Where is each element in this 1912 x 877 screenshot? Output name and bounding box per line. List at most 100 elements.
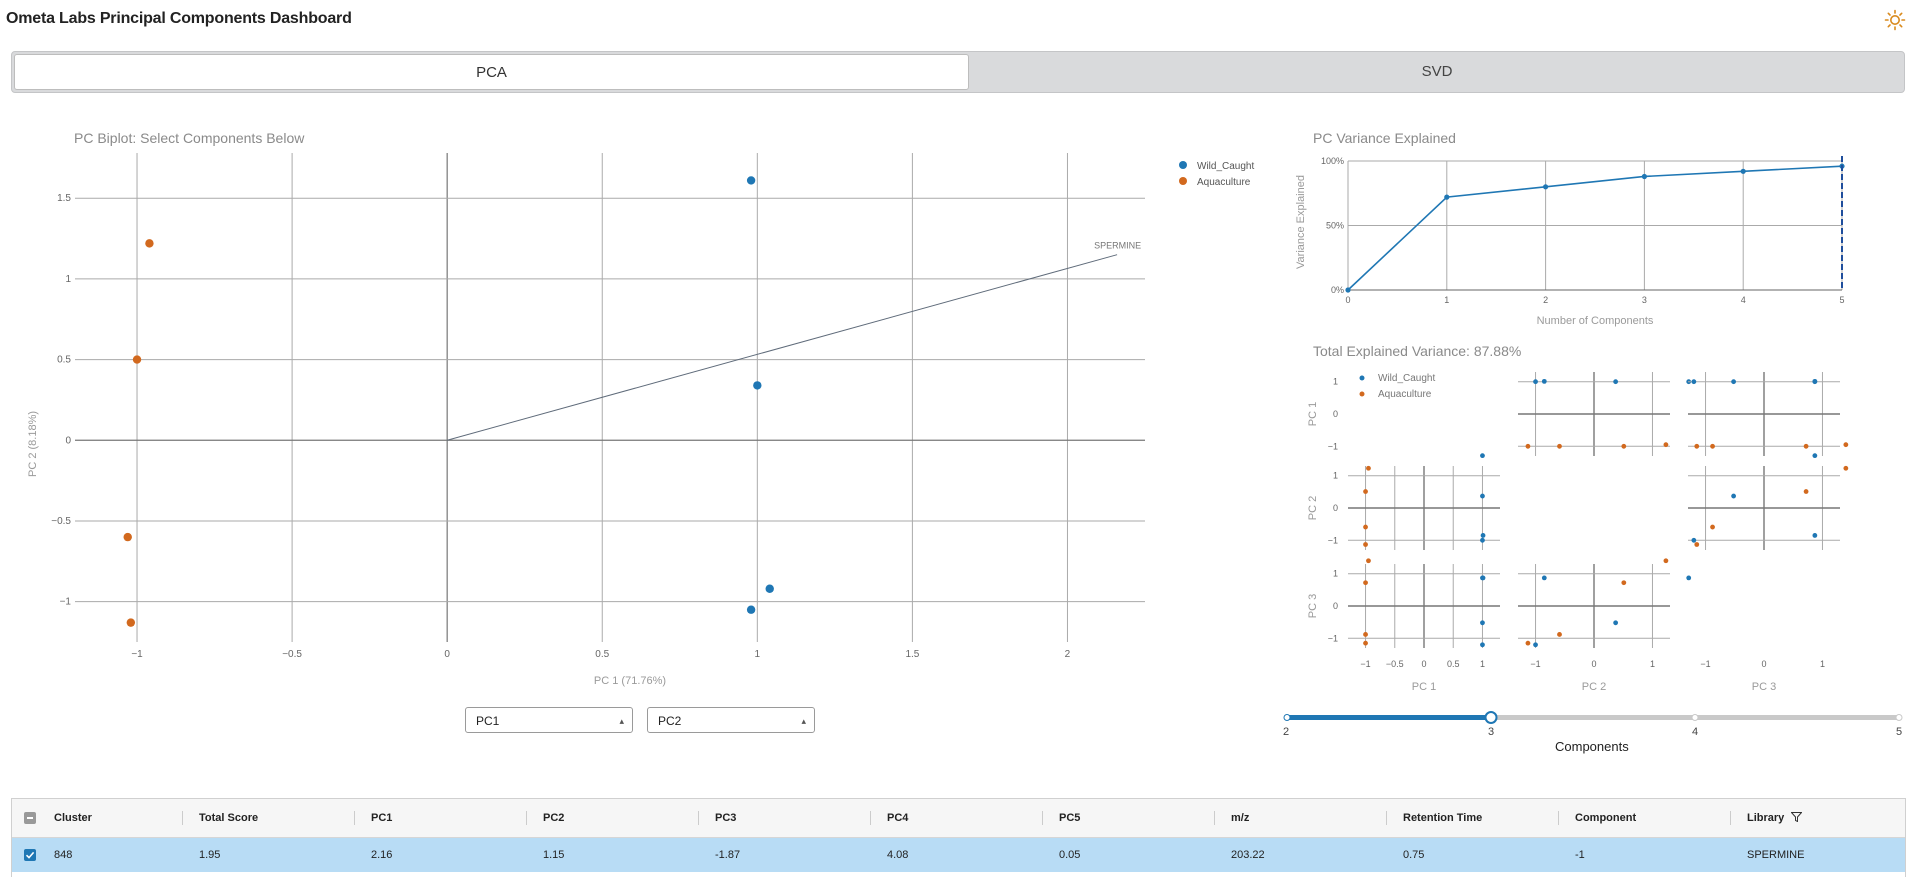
loading-label: SPERMINE <box>1094 241 1141 251</box>
biplot-point-aquaculture <box>132 355 142 364</box>
tab-pca[interactable]: PCA <box>14 54 969 90</box>
col-component[interactable]: Component <box>1575 812 1637 824</box>
matrix-point-aquaculture <box>1525 443 1531 449</box>
matrix-col-label: PC 3 <box>1752 681 1776 693</box>
components-slider[interactable] <box>1280 708 1912 738</box>
matrix-legend-marker-aqua <box>1359 391 1365 397</box>
slider-tick-5: 5 <box>1896 726 1903 738</box>
biplot-point-wild-caught <box>765 584 774 593</box>
matrix-point-wild-caught <box>1533 379 1538 385</box>
matrix-legend-marker-wild <box>1359 375 1365 381</box>
matrix-point-aquaculture <box>1363 524 1368 530</box>
cell-pc3: -1.87 <box>715 849 741 861</box>
row-checkbox[interactable] <box>24 849 36 861</box>
matrix-point-aquaculture <box>1363 542 1368 547</box>
app-title: Ometa Labs Principal Components Dashboar… <box>6 10 352 27</box>
matrix-legend[interactable]: Wild_Caught Aquaculture <box>1359 373 1436 400</box>
matrix-point-aquaculture <box>1557 632 1562 637</box>
biplot-x-label: PC 1 (71.76%) <box>594 675 666 687</box>
slider-tick-2: 2 <box>1283 726 1290 738</box>
cell-pc1: 2.16 <box>371 849 393 861</box>
variance-x-tick: 3 <box>1642 295 1647 305</box>
matrix-y-tick: −1 <box>1328 633 1338 643</box>
col-pc1[interactable]: PC1 <box>371 812 393 824</box>
matrix-x-tick: 0 <box>1591 659 1596 669</box>
matrix-point-aquaculture <box>1366 558 1371 564</box>
variance-line <box>1347 165 1843 291</box>
variance-x-tick: 2 <box>1543 295 1548 305</box>
chevron-updown-icon: ▴ <box>801 716 806 726</box>
slider-mark <box>1691 714 1699 721</box>
check-icon <box>25 851 35 859</box>
matrix-point-wild-caught <box>1480 620 1485 626</box>
tab-bar: PCA SVD <box>11 51 1905 93</box>
matrix-legend-wild-caught[interactable]: Wild_Caught <box>1378 373 1435 384</box>
matrix-point-aquaculture <box>1621 580 1627 586</box>
col-total-score[interactable]: Total Score <box>199 812 259 824</box>
filter-icon[interactable] <box>1790 812 1803 823</box>
biplot-point-wild-caught <box>746 176 756 185</box>
matrix-point-wild-caught <box>1812 453 1818 459</box>
matrix-point-wild-caught <box>1731 493 1736 499</box>
pc-y-select[interactable]: PC2 ▴ <box>647 707 815 733</box>
biplot-y-tick: 0 <box>65 435 71 446</box>
variance-x-tick: 1 <box>1444 295 1449 305</box>
variance-y-tick: 50% <box>1326 221 1344 231</box>
col-cluster[interactable]: Cluster <box>54 812 92 824</box>
col-pc2[interactable]: PC2 <box>543 812 565 824</box>
slider-handle[interactable] <box>1484 711 1498 724</box>
variance-x-tick: 0 <box>1345 295 1350 305</box>
matrix-x-tick: −0.5 <box>1386 659 1404 669</box>
matrix-y-tick: 0 <box>1333 503 1338 513</box>
cell-total-score: 1.95 <box>199 849 221 861</box>
variance-point <box>1444 194 1450 200</box>
matrix-row-label: PC 2 <box>1307 496 1319 520</box>
col-mz[interactable]: m/z <box>1231 812 1250 824</box>
tab-svd[interactable]: SVD <box>1421 63 1453 80</box>
col-pc5[interactable]: PC5 <box>1059 812 1081 824</box>
slider-label: Components <box>1555 739 1629 754</box>
matrix-point-wild-caught <box>1541 378 1547 384</box>
matrix-point-aquaculture <box>1843 442 1849 448</box>
matrix-x-tick: 0.5 <box>1447 659 1460 669</box>
col-library-label: Library <box>1747 812 1785 824</box>
legend-aquaculture[interactable]: Aquaculture <box>1197 177 1251 188</box>
matrix-row-label: PC 1 <box>1307 402 1319 426</box>
table-row[interactable]: 848 1.95 2.16 1.15 -1.87 4.08 0.05 203.2… <box>12 838 1905 872</box>
legend-marker-aquaculture <box>1179 177 1187 185</box>
matrix-point-wild-caught <box>1691 379 1697 385</box>
legend-wild-caught[interactable]: Wild_Caught <box>1197 161 1254 172</box>
biplot-point-wild-caught <box>753 381 762 390</box>
matrix-point-wild-caught <box>1691 537 1697 543</box>
matrix-point-aquaculture <box>1363 580 1368 586</box>
matrix-point-aquaculture <box>1525 640 1531 646</box>
matrix-point-aquaculture <box>1843 465 1849 471</box>
matrix-legend-aquaculture[interactable]: Aquaculture <box>1378 389 1432 400</box>
cell-pc2: 1.15 <box>543 849 565 861</box>
biplot-y-label: PC 2 (8.18%) <box>27 411 39 477</box>
col-retention-time[interactable]: Retention Time <box>1403 812 1483 824</box>
cell-component: -1 <box>1575 849 1585 861</box>
matrix-point-wild-caught <box>1480 453 1485 459</box>
matrix-point-wild-caught <box>1480 533 1486 538</box>
variance-y-tick: 0% <box>1331 285 1344 295</box>
select-all-checkbox[interactable] <box>24 812 36 824</box>
col-pc4[interactable]: PC4 <box>887 812 909 824</box>
cell-cluster: 848 <box>54 849 73 861</box>
matrix-point-wild-caught <box>1480 537 1485 543</box>
pc-y-select-value: PC2 <box>658 714 682 728</box>
col-pc3[interactable]: PC3 <box>715 812 737 824</box>
matrix-x-tick: −1 <box>1530 659 1540 669</box>
results-table: Cluster Total Score PC1 PC2 PC3 PC4 PC5 … <box>11 798 1906 877</box>
pc-x-select[interactable]: PC1 ▴ <box>465 707 633 733</box>
matrix-cells: 1 0 −1 PC 1 1 0 −1 PC 2 1 0 −1 PC 3 −1 −0.5 0 0.5 1 PC 1 −… <box>1307 372 1849 693</box>
biplot-legend[interactable]: Wild_Caught Aquaculture <box>1179 161 1254 188</box>
cell-library: SPERMINE <box>1747 849 1805 861</box>
sun-icon[interactable] <box>1884 9 1906 31</box>
col-library[interactable]: Library <box>1747 799 1803 837</box>
matrix-point-aquaculture <box>1363 632 1368 637</box>
variance-y-tick: 100% <box>1321 156 1344 166</box>
matrix-point-wild-caught <box>1613 379 1619 385</box>
slider-track-fill <box>1284 715 1491 720</box>
biplot-x-tick: 1 <box>755 649 761 660</box>
